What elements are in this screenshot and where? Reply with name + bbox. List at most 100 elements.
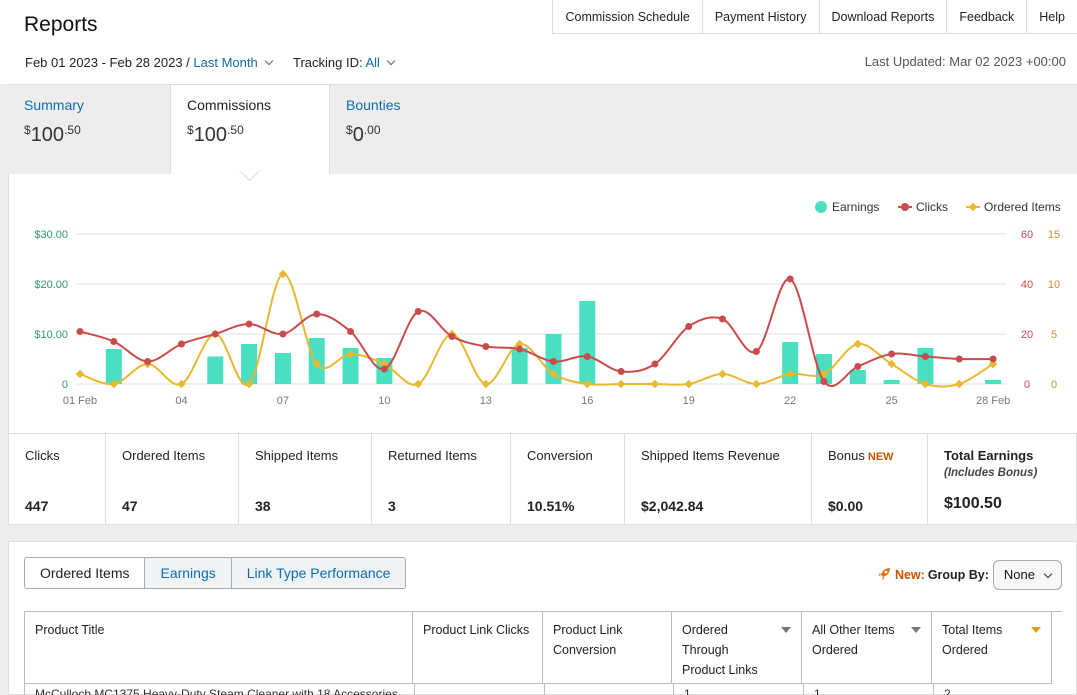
y-left-tick-label: $20.00 (34, 279, 68, 291)
stat-bonus: Bonus NEW $0.00 (812, 434, 928, 524)
tab-commissions[interactable]: Commissions $100.50 (170, 85, 330, 179)
clicks-point (854, 363, 862, 370)
ordered-items-point (955, 379, 964, 389)
ordered-items-point (312, 359, 321, 369)
table-row[interactable]: McCulloch MC1375 Heavy-Duty Steam Cleane… (24, 683, 1062, 695)
y-right-ordered-tick-label: 15 (1048, 229, 1060, 241)
new-badge: NEW (867, 451, 894, 463)
subtab-link-type-performance[interactable]: Link Type Performance (230, 558, 406, 588)
row-total-items: 2 (944, 687, 951, 695)
col-product-title[interactable]: Product Title (24, 612, 413, 684)
clicks-point (347, 328, 355, 335)
ordered-items-point (921, 379, 930, 389)
col-total-items-ordered[interactable]: Total Items Ordered (932, 612, 1052, 684)
tab-label: Bounties (346, 97, 401, 113)
stat-ordered-items: Ordered Items 47 (106, 434, 239, 524)
report-header: Reports Commission Schedule Payment Hist… (0, 0, 1077, 84)
stat-returned-items: Returned Items 3 (372, 434, 511, 524)
x-tick-label: 13 (480, 395, 492, 407)
nav-payment-history[interactable]: Payment History (703, 0, 820, 33)
y-left-tick-label: 0 (62, 379, 68, 391)
row-all-other-items: 1 (814, 687, 821, 695)
subtab-earnings[interactable]: Earnings (144, 558, 231, 588)
active-tab-pointer (238, 171, 260, 189)
y-right-clicks-tick-label: 0 (1024, 379, 1030, 391)
ordered-items-point (244, 379, 254, 389)
col-all-other-items[interactable]: All Other Items Ordered (802, 612, 932, 684)
legend-earnings-swatch (815, 201, 827, 213)
clicks-point (245, 320, 253, 328)
nav-feedback[interactable]: Feedback (947, 0, 1028, 33)
nav-commission-schedule[interactable]: Commission Schedule (553, 0, 703, 33)
clicks-point (144, 358, 152, 365)
clicks-point (989, 355, 997, 363)
sort-icon[interactable] (911, 627, 921, 633)
clicks-point (888, 350, 896, 358)
nav-download-reports[interactable]: Download Reports (820, 0, 948, 33)
col-product-link-clicks[interactable]: Product Link Clicks (413, 612, 543, 684)
date-range: Feb 01 2023 - Feb 28 2023 (25, 55, 183, 70)
tab-amount: $100.50 (24, 123, 81, 146)
col-ordered-through-links[interactable]: Ordered Through Product Links (672, 612, 802, 684)
y-right-ordered-tick-label: 5 (1051, 329, 1057, 341)
stat-shipped-revenue: Shipped Items Revenue $2,042.84 (625, 434, 812, 524)
last-updated: Last Updated: Mar 02 2023 +00:00 (864, 54, 1066, 69)
stat-value: 47 (122, 498, 138, 514)
earnings-chart: $30.00 $20.00 $10.00 0 60 40 20 0 15 10 5 0 01 Feb 04… (34, 200, 1060, 407)
col-product-link-conversion[interactable]: Product Link Conversion (543, 612, 672, 684)
nav-help[interactable]: Help (1039, 10, 1065, 24)
tab-bounties[interactable]: Bounties $0.00 (330, 85, 490, 175)
sort-active-icon[interactable] (1031, 627, 1041, 633)
earnings-bar (816, 354, 832, 384)
x-tick-label: 22 (784, 395, 796, 407)
legend-clicks-swatch (901, 203, 909, 211)
ordered-items-table: Product Title Product Link Clicks Produc… (24, 611, 1062, 695)
clicks-point (921, 353, 929, 360)
ordered-items-point (684, 379, 693, 389)
clicks-point (955, 355, 963, 363)
subtab-ordered-items[interactable]: Ordered Items (25, 558, 145, 588)
earnings-chart-panel: $30.00 $20.00 $10.00 0 60 40 20 0 15 10 5 0 01 Feb 04… (8, 174, 1077, 434)
ordered-items-point (75, 369, 85, 379)
earnings-bar (274, 353, 291, 384)
group-by-select[interactable]: None (992, 560, 1062, 590)
row-product-title[interactable]: McCulloch MC1375 Heavy-Duty Steam Cleane… (35, 687, 398, 695)
top-nav: Commission Schedule Payment History Down… (552, 0, 1077, 34)
clicks-point (516, 345, 524, 353)
y-left-tick-label: $10.00 (34, 329, 68, 341)
x-tick-label: 04 (175, 395, 187, 407)
clicks-point (719, 315, 727, 323)
clicks-line (79, 278, 994, 387)
sort-icon[interactable] (781, 627, 791, 633)
clicks-point (448, 333, 456, 340)
stat-value: $100.50 (944, 495, 1002, 512)
ordered-items-point (853, 339, 863, 349)
chevron-down-icon (264, 56, 273, 66)
ordered-items-point (380, 359, 389, 369)
earnings-bar (105, 349, 122, 384)
x-tick-label: 07 (277, 395, 289, 407)
tab-summary[interactable]: Summary $100.50 (8, 85, 170, 175)
earnings-bar (849, 370, 866, 384)
ordered-items-point (413, 379, 423, 389)
stat-label: Shipped Items (255, 448, 339, 463)
ordered-items-point (583, 379, 592, 389)
date-range-picker[interactable]: Feb 01 2023 - Feb 28 2023 / Last Month (25, 55, 273, 70)
ordered-items-point (549, 369, 558, 379)
clicks-point (313, 310, 321, 318)
date-separator: / (182, 55, 194, 70)
ordered-items-point (988, 359, 998, 369)
summary-tabs: Summary $100.50 Commissions $100.50 Boun… (8, 84, 1077, 179)
report-table-panel: Ordered Items Earnings Link Type Perform… (8, 541, 1077, 695)
stat-label: Returned Items (388, 448, 477, 463)
clicks-point (583, 353, 591, 360)
ordered-items-point (346, 349, 355, 359)
y-right-clicks-tick-label: 60 (1021, 229, 1033, 241)
date-preset[interactable]: Last Month (193, 55, 258, 70)
tracking-id-dropdown[interactable]: Tracking ID: All (293, 55, 396, 70)
clicks-point (110, 338, 118, 345)
stat-label: Shipped Items Revenue (641, 448, 780, 463)
stats-bar: Clicks 447 Ordered Items 47 Shipped Item… (8, 433, 1077, 525)
tracking-value[interactable]: All (365, 55, 380, 70)
ordered-items-point (887, 359, 896, 369)
